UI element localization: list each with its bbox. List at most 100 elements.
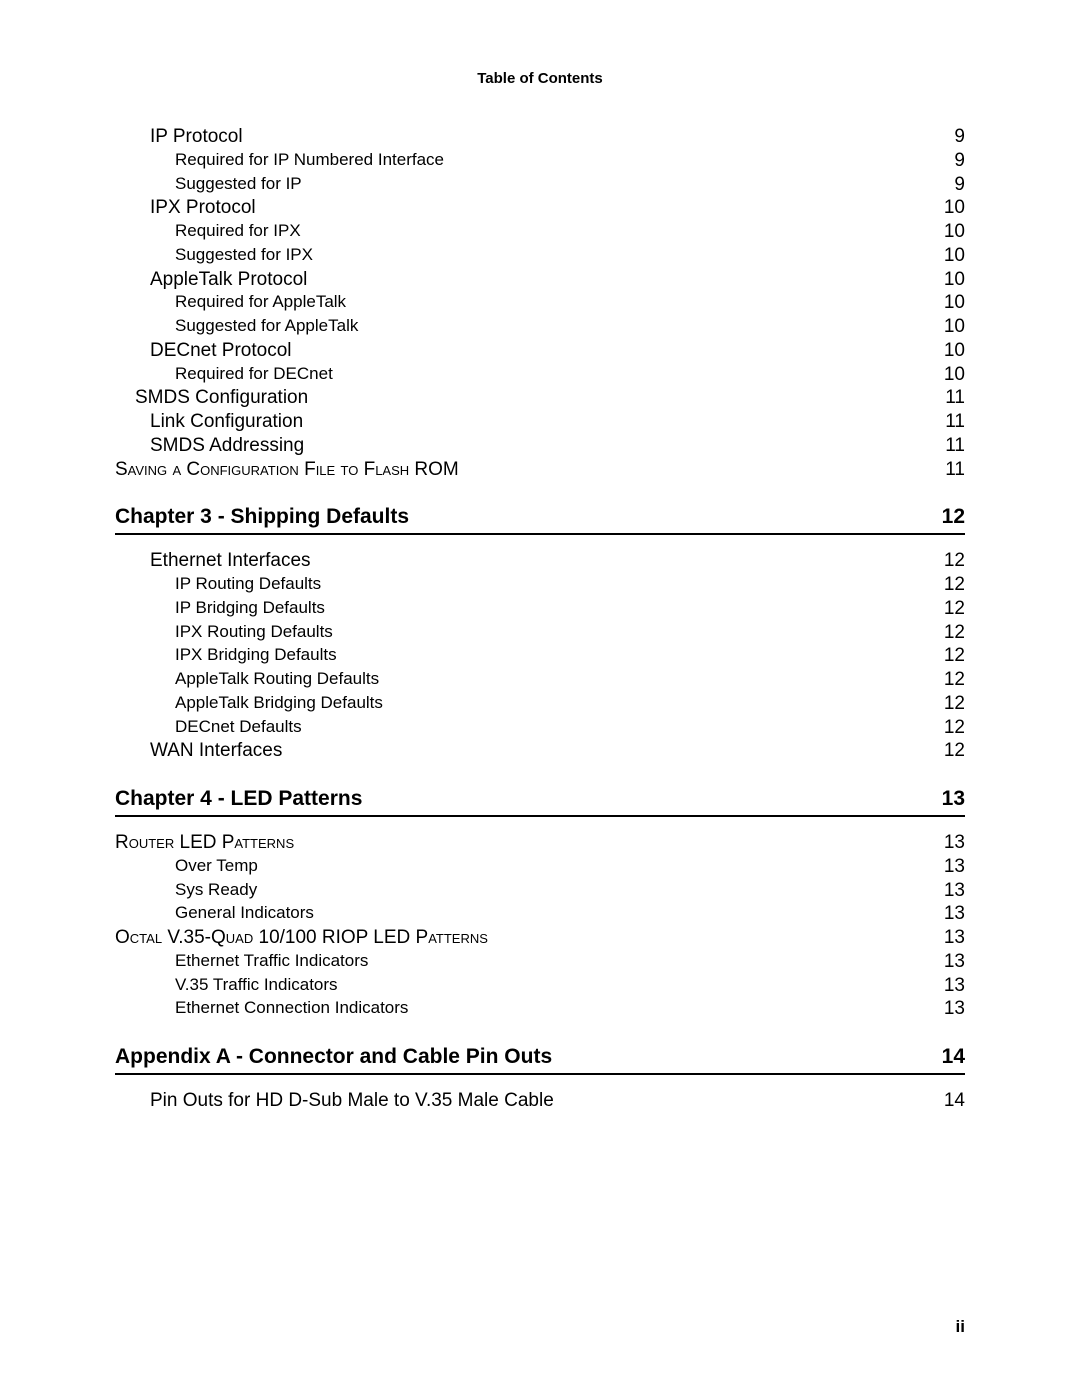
toc-page-num: 11 — [945, 410, 965, 434]
toc-label: Pin Outs for HD D-Sub Male to V.35 Male … — [115, 1089, 554, 1113]
toc-page-num: 11 — [945, 434, 965, 458]
toc-label: IP Bridging Defaults — [115, 597, 325, 621]
toc-page-num: 11 — [945, 386, 965, 410]
toc-label: DECnet Protocol — [115, 339, 292, 363]
toc-row: IPX Protocol10 — [115, 196, 965, 220]
toc-row: AppleTalk Protocol 10 — [115, 268, 965, 292]
toc-page-num: 9 — [954, 149, 965, 173]
toc-section: Router LED Patterns13Over Temp13Sys Read… — [115, 831, 965, 1021]
toc-row: IP Bridging Defaults 12 — [115, 597, 965, 621]
toc-row: Required for IPX 10 — [115, 220, 965, 244]
toc-page-num: 10 — [944, 291, 965, 315]
toc-row: DECnet Defaults 12 — [115, 716, 965, 740]
toc-row: AppleTalk Bridging Defaults12 — [115, 692, 965, 716]
toc-page-num: 12 — [944, 716, 965, 740]
toc-page-num: 10 — [944, 244, 965, 268]
toc-chapters: Chapter 3 - Shipping Defaults 12 Ethernet … — [115, 505, 965, 1113]
toc-label: Sys Ready — [115, 879, 257, 903]
toc-row: Ethernet Connection Indicators 13 — [115, 997, 965, 1021]
toc-page-num: 12 — [944, 739, 965, 763]
toc-row: Sys Ready 13 — [115, 879, 965, 903]
toc-label: V.35 Traffic Indicators — [115, 974, 338, 998]
toc-label: IPX Bridging Defaults — [115, 644, 337, 668]
toc-row: SMDS Configuration 11 — [115, 386, 965, 410]
toc-label: Required for IPX — [115, 220, 301, 244]
toc-page-num: 10 — [944, 220, 965, 244]
toc-row: IPX Bridging Defaults 12 — [115, 644, 965, 668]
toc-row: DECnet Protocol 10 — [115, 339, 965, 363]
toc-row: Over Temp13 — [115, 855, 965, 879]
toc-label: Suggested for IPX — [115, 244, 313, 268]
toc-label: Ethernet Traffic Indicators — [115, 950, 368, 974]
toc-page-num: 12 — [944, 644, 965, 668]
toc-label: Octal V.35-Quad 10/100 RIOP LED Patterns — [115, 926, 488, 950]
toc-label: DECnet Defaults — [115, 716, 302, 740]
toc-page-num: 13 — [944, 974, 965, 998]
toc-label: Required for IP Numbered Interface — [115, 149, 444, 173]
toc-label: IPX Routing Defaults — [115, 621, 333, 645]
toc-page-num: 10 — [944, 339, 965, 363]
page-header: Table of Contents — [115, 70, 965, 87]
toc-page-num: 13 — [944, 926, 965, 950]
toc-section: Pin Outs for HD D-Sub Male to V.35 Male … — [115, 1089, 965, 1113]
toc-label: SMDS Addressing — [115, 434, 304, 458]
toc-pre-section: IP Protocol9Required for IP Numbered Int… — [115, 125, 965, 481]
toc-label: Required for AppleTalk — [115, 291, 346, 315]
toc-row: Pin Outs for HD D-Sub Male to V.35 Male … — [115, 1089, 965, 1113]
toc-page-num: 13 — [944, 879, 965, 903]
toc-page-num: 13 — [944, 831, 965, 855]
toc-label: AppleTalk Routing Defaults — [115, 668, 379, 692]
page-number: ii — [956, 1317, 965, 1337]
toc-row: Octal V.35-Quad 10/100 RIOP LED Patterns… — [115, 926, 965, 950]
toc-label: Suggested for IP — [115, 173, 302, 197]
chapter-title: Chapter 3 - Shipping Defaults — [115, 505, 409, 529]
chapter-title: Chapter 4 - LED Patterns — [115, 787, 362, 811]
toc-label: IP Protocol — [115, 125, 243, 149]
chapter-page: 13 — [942, 787, 965, 811]
toc-label: Saving a Configuration File to Flash ROM — [115, 458, 459, 482]
toc-row: V.35 Traffic Indicators 13 — [115, 974, 965, 998]
chapter-header: Appendix A - Connector and Cable Pin Out… — [115, 1045, 965, 1075]
toc-section: Ethernet Interfaces12IP Routing Defaults… — [115, 549, 965, 763]
toc-page: Table of Contents IP Protocol9Required f… — [0, 0, 1080, 1113]
toc-row: Suggested for AppleTalk10 — [115, 315, 965, 339]
toc-row: Suggested for IPX 10 — [115, 244, 965, 268]
chapter-title: Appendix A - Connector and Cable Pin Out… — [115, 1045, 552, 1069]
toc-page-num: 12 — [944, 597, 965, 621]
chapter-header: Chapter 3 - Shipping Defaults 12 — [115, 505, 965, 535]
toc-page-num: 12 — [944, 668, 965, 692]
toc-page-num: 10 — [944, 315, 965, 339]
toc-label: General Indicators — [115, 902, 314, 926]
toc-label: AppleTalk Bridging Defaults — [115, 692, 383, 716]
toc-label: Ethernet Interfaces — [115, 549, 311, 573]
toc-row: Suggested for IP 9 — [115, 173, 965, 197]
toc-page-num: 10 — [944, 268, 965, 292]
toc-page-num: 12 — [944, 549, 965, 573]
toc-page-num: 13 — [944, 950, 965, 974]
toc-label: SMDS Configuration — [115, 386, 308, 410]
toc-label: Ethernet Connection Indicators — [115, 997, 408, 1021]
toc-label: IP Routing Defaults — [115, 573, 321, 597]
chapter-header: Chapter 4 - LED Patterns 13 — [115, 787, 965, 817]
toc-row: Required for IP Numbered Interface 9 — [115, 149, 965, 173]
toc-page-num: 13 — [944, 902, 965, 926]
toc-row: IP Routing Defaults12 — [115, 573, 965, 597]
toc-row: IPX Routing Defaults 12 — [115, 621, 965, 645]
toc-row: AppleTalk Routing Defaults 12 — [115, 668, 965, 692]
chapter-page: 14 — [942, 1045, 965, 1069]
chapter-page: 12 — [942, 505, 965, 529]
toc-row: Ethernet Traffic Indicators 13 — [115, 950, 965, 974]
toc-label: AppleTalk Protocol — [115, 268, 307, 292]
toc-row: SMDS Addressing 11 — [115, 434, 965, 458]
toc-page-num: 11 — [945, 458, 965, 482]
toc-label: WAN Interfaces — [115, 739, 282, 763]
toc-page-num: 9 — [954, 173, 965, 197]
toc-label: Link Configuration — [115, 410, 303, 434]
toc-label: Over Temp — [115, 855, 258, 879]
toc-page-num: 12 — [944, 621, 965, 645]
toc-page-num: 9 — [954, 125, 965, 149]
toc-label: Required for DECnet — [115, 363, 333, 387]
toc-page-num: 14 — [944, 1089, 965, 1113]
toc-page-num: 13 — [944, 997, 965, 1021]
toc-page-num: 10 — [944, 363, 965, 387]
